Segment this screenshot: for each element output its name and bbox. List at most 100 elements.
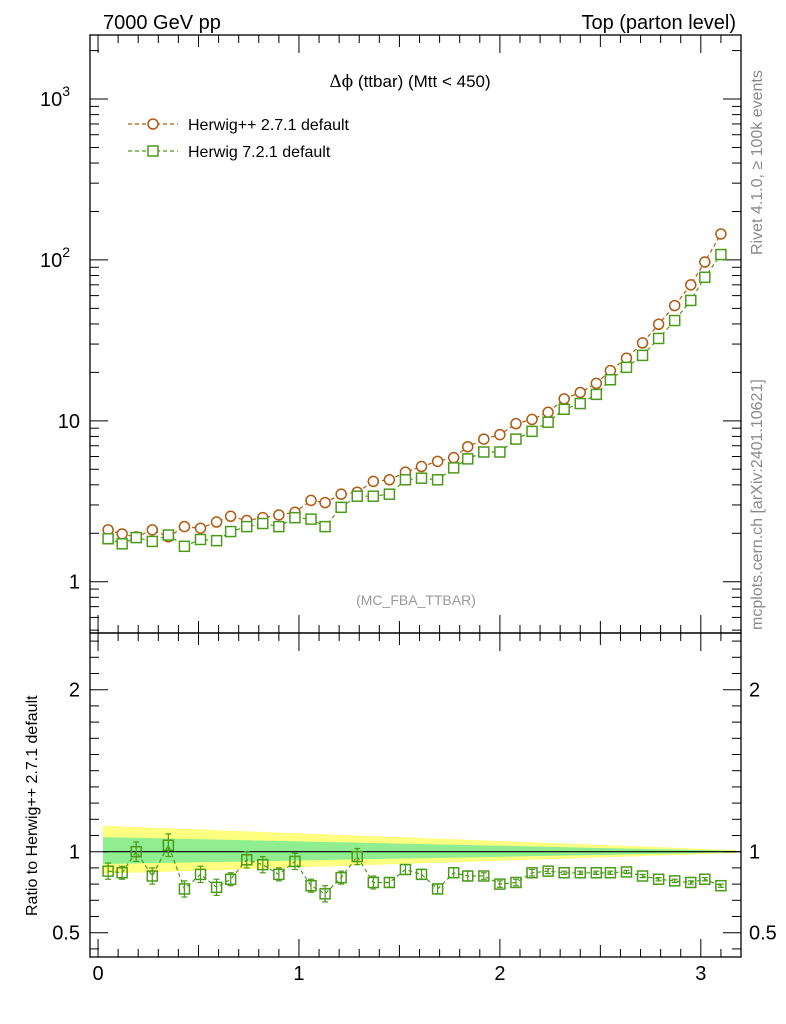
ratio-band-green bbox=[103, 837, 736, 865]
ratio-point bbox=[335, 871, 347, 884]
side-label-mcplots: mcplots.cern.ch [arXiv:2401.10621] bbox=[749, 379, 766, 630]
chart-title: Δϕ (ttbar) (Mtt < 450) bbox=[329, 72, 490, 92]
series-1-point bbox=[604, 373, 617, 386]
series-1-point bbox=[224, 525, 237, 538]
series-0-point bbox=[305, 494, 317, 507]
ratio-point bbox=[478, 870, 490, 882]
ratio-point bbox=[289, 855, 301, 868]
series-1-point bbox=[130, 531, 142, 544]
series-1-point bbox=[351, 490, 363, 502]
series-1-point bbox=[273, 520, 285, 533]
main-ytick-label-base: 10 bbox=[40, 89, 62, 111]
ratio-point bbox=[494, 878, 506, 890]
series-1-point bbox=[715, 248, 727, 261]
series-0-point bbox=[542, 406, 554, 419]
ratio-frame bbox=[89, 632, 742, 958]
series-1-point bbox=[668, 314, 681, 327]
series-1-point bbox=[685, 294, 697, 307]
ratio-ylabel: Ratio to Herwig++ 2.7.1 default bbox=[24, 695, 41, 916]
main-ytick-label: 103 bbox=[40, 83, 70, 111]
series-0-point bbox=[447, 451, 460, 464]
series-1-point bbox=[146, 535, 159, 548]
xtick-label: 1 bbox=[293, 963, 304, 985]
header-left: 7000 GeV pp bbox=[103, 12, 221, 34]
series-1-point bbox=[526, 425, 538, 438]
series-0-point bbox=[335, 488, 347, 500]
series-1-point bbox=[447, 462, 460, 474]
ratio-ytick-label-left: 2 bbox=[69, 680, 80, 702]
series-0-point bbox=[685, 279, 697, 291]
ratio-point bbox=[668, 875, 681, 887]
ratio-point bbox=[510, 876, 522, 889]
x-axis: 0 1 2 3 bbox=[92, 35, 742, 985]
series-1-point bbox=[240, 520, 253, 533]
main-ytick-label-exp: 3 bbox=[62, 83, 70, 99]
legend-label-0: Herwig++ 2.7.1 default bbox=[188, 117, 350, 134]
series-1-point bbox=[494, 446, 506, 458]
series-1-point bbox=[652, 332, 665, 345]
ratio-plot: 0.5 0.5 1 1 2 2 bbox=[52, 632, 777, 958]
series-0-point bbox=[383, 474, 396, 486]
ratio-ytick-label-right: 2 bbox=[749, 680, 760, 702]
series-0-point bbox=[510, 417, 522, 430]
ratio-point bbox=[367, 876, 380, 889]
series-1-point bbox=[335, 501, 347, 514]
main-ytick-label: 10 bbox=[58, 411, 80, 433]
ratio-point bbox=[146, 870, 159, 882]
series-0-point bbox=[319, 496, 331, 509]
ratio-point bbox=[431, 883, 444, 895]
main-ytick-label: 102 bbox=[40, 244, 70, 272]
series-0-point bbox=[590, 377, 603, 390]
ratio-point bbox=[574, 867, 587, 879]
ratio-point bbox=[194, 868, 207, 881]
ratio-point bbox=[240, 854, 253, 866]
ratio-point bbox=[116, 867, 128, 879]
ratio-point bbox=[273, 868, 285, 881]
ratio-point bbox=[257, 858, 269, 871]
series-0-point bbox=[699, 256, 711, 268]
series-1-point bbox=[558, 403, 570, 416]
ratio-point bbox=[415, 868, 428, 881]
series-0-point bbox=[558, 393, 570, 405]
series-0-point bbox=[431, 455, 444, 468]
main-ytick-label-base: 1 bbox=[69, 572, 80, 594]
ratio-point bbox=[178, 883, 191, 895]
ratio-ytick-label-right: 0.5 bbox=[749, 923, 777, 945]
series-line-1 bbox=[107, 254, 722, 547]
series-0-point bbox=[210, 516, 223, 528]
series-0-point bbox=[478, 433, 490, 445]
series-0-point bbox=[146, 524, 159, 536]
series-0-point bbox=[178, 520, 191, 533]
series-0-point bbox=[224, 510, 237, 523]
ratio-ytick-label-right: 1 bbox=[749, 842, 760, 864]
ratio-point bbox=[652, 873, 665, 885]
legend-label-1: Herwig 7.2.1 default bbox=[188, 144, 331, 161]
main-ytick-label-exp: 2 bbox=[62, 244, 70, 260]
series-1-point bbox=[399, 474, 412, 486]
series-1-point bbox=[415, 472, 428, 484]
main-ytick-label-base: 10 bbox=[58, 411, 80, 433]
legend-marker-1 bbox=[147, 145, 159, 157]
ratio-point bbox=[162, 839, 175, 851]
ratio-point bbox=[399, 863, 412, 876]
side-label-rivet: Rivet 4.1.0, ≥ 100k events bbox=[749, 70, 766, 255]
series-0-point bbox=[652, 318, 665, 331]
ratio-point bbox=[526, 867, 538, 879]
series-1-point bbox=[319, 520, 331, 533]
watermark: (MC_FBA_TTBAR) bbox=[356, 592, 476, 608]
series-1-point bbox=[590, 388, 603, 401]
series-1-point bbox=[431, 474, 444, 486]
series-0-point bbox=[636, 337, 649, 349]
chart-title-symbol: Δϕ bbox=[329, 72, 353, 92]
legend-marker-0 bbox=[147, 118, 159, 130]
ratio-point bbox=[542, 865, 554, 877]
ratio-line bbox=[108, 843, 722, 895]
series-1-point bbox=[257, 517, 269, 530]
ratio-point bbox=[447, 867, 460, 879]
ratio-point bbox=[210, 881, 223, 894]
ratio-point bbox=[305, 879, 317, 892]
series-0-point bbox=[494, 428, 506, 441]
series-1-point bbox=[162, 529, 175, 541]
xtick-label: 3 bbox=[695, 963, 706, 985]
